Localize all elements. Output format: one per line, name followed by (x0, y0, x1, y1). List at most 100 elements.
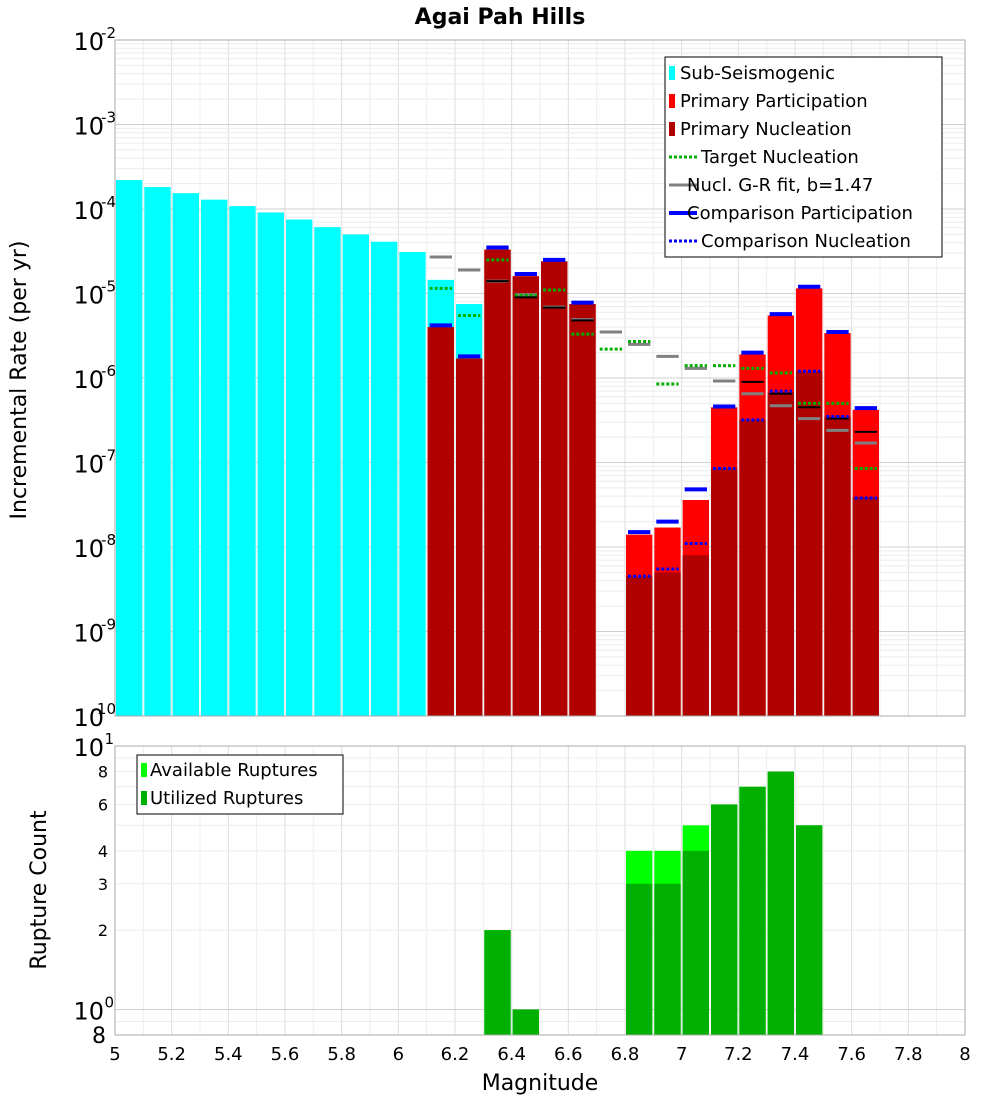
x-tick-label: 6.2 (441, 1044, 470, 1065)
legend-label: Sub-Seismogenic (680, 63, 835, 84)
legend-swatch (669, 94, 675, 108)
legend-label: Comparison Nucleation (701, 231, 911, 252)
top-y-tick-exponent: -9 (101, 616, 116, 634)
sub-seismogenic-bar (229, 206, 256, 716)
x-tick-label: 7.4 (781, 1044, 810, 1065)
top-y-tick-exponent: -10 (92, 700, 117, 718)
bottom-y-tick-label: 2 (98, 921, 108, 940)
top-y-tick-exponent: -8 (101, 531, 116, 549)
legend-label: Nucl. G-R fit, b=1.47 (687, 175, 873, 196)
primary-nucleation-bar (824, 416, 851, 716)
x-tick-label: 7 (676, 1044, 687, 1065)
primary-nucleation-bar (569, 304, 596, 716)
legend-swatch (141, 763, 147, 777)
legend-label: Target Nucleation (700, 147, 859, 168)
legend-label: Utilized Ruptures (150, 788, 303, 809)
top-y-tick-base: 10 (73, 197, 104, 225)
bottom-y-tick-base: 10 (73, 997, 104, 1025)
bottom-y-tick-label: 8 (92, 1024, 106, 1049)
sub-seismogenic-bar (286, 219, 313, 717)
utilized-ruptures-bar (512, 1009, 539, 1035)
primary-nucleation-bar (767, 392, 794, 716)
primary-nucleation-bar (626, 576, 653, 716)
bottom-y-tick-label: 6 (98, 795, 108, 814)
sub-seismogenic-bar (201, 199, 228, 717)
legend-label: Comparison Participation (687, 203, 913, 224)
x-tick-label: 6.6 (554, 1044, 583, 1065)
primary-nucleation-bar (739, 419, 766, 716)
x-tick-label: 7.6 (837, 1044, 866, 1065)
top-y-axis-label: Incremental Rate (per yr) (7, 241, 32, 520)
utilized-ruptures-bar (767, 771, 794, 1035)
utilized-ruptures-bar (711, 804, 738, 1035)
x-tick-label: 6 (393, 1044, 404, 1065)
x-axis-label: Magnitude (482, 1071, 599, 1096)
top-y-tick-base: 10 (73, 113, 104, 141)
top-y-tick-base: 10 (73, 620, 104, 648)
chart-title: Agai Pah Hills (415, 5, 586, 30)
top-y-tick-exponent: -7 (101, 447, 116, 465)
x-tick-label: 8 (959, 1044, 970, 1065)
legend-label: Available Ruptures (150, 760, 318, 781)
top-y-tick-base: 10 (73, 451, 104, 479)
legend-label: Primary Nucleation (680, 119, 852, 140)
sub-seismogenic-bar (342, 234, 369, 717)
top-y-tick-base: 10 (73, 704, 104, 732)
utilized-ruptures-bar (682, 850, 709, 1035)
utilized-ruptures-bar (796, 825, 823, 1035)
legend-label: Primary Participation (680, 91, 868, 112)
sub-seismogenic-bar (399, 251, 426, 717)
primary-nucleation-bar (484, 249, 511, 716)
top-y-tick-exponent: -5 (101, 278, 116, 296)
sub-seismogenic-bar (116, 180, 143, 716)
top-y-tick-base: 10 (73, 535, 104, 563)
utilized-ruptures-bar (654, 883, 681, 1035)
bottom-y-tick-exponent: 0 (104, 993, 114, 1011)
top-y-tick-exponent: -2 (101, 24, 116, 42)
sub-seismogenic-bar (257, 212, 284, 716)
bottom-y-tick-label: 3 (98, 875, 108, 894)
primary-nucleation-bar (541, 261, 568, 716)
bottom-y-axis-label: Rupture Count (27, 810, 52, 970)
primary-nucleation-bar (456, 358, 483, 716)
primary-nucleation-bar (427, 327, 454, 716)
primary-nucleation-bar (654, 572, 681, 716)
x-tick-label: 6.8 (611, 1044, 640, 1065)
top-y-tick-base: 10 (73, 366, 104, 394)
bottom-y-tick-label: 4 (98, 842, 108, 861)
x-tick-label: 7.2 (724, 1044, 753, 1065)
sub-seismogenic-bar (144, 187, 171, 716)
top-y-tick-exponent: -4 (101, 193, 116, 211)
top-y-tick-base: 10 (73, 28, 104, 56)
primary-nucleation-bar (682, 555, 709, 716)
utilized-ruptures-bar (739, 786, 766, 1035)
bottom-y-tick-base: 10 (73, 734, 104, 762)
sub-seismogenic-bar (371, 241, 398, 716)
primary-nucleation-bar (796, 371, 823, 716)
x-tick-label: 5.4 (214, 1044, 243, 1065)
x-tick-label: 6.4 (497, 1044, 526, 1065)
x-tick-label: 5.8 (327, 1044, 356, 1065)
utilized-ruptures-bar (484, 930, 511, 1035)
bottom-y-tick-exponent: 1 (104, 730, 114, 748)
top-plot-border (114, 39, 966, 717)
top-legend-box (664, 56, 943, 258)
x-tick-label: 7.8 (894, 1044, 923, 1065)
top-y-tick-base: 10 (73, 282, 104, 310)
primary-nucleation-bar (852, 497, 879, 716)
sub-seismogenic-bar (172, 193, 199, 717)
top-y-tick-exponent: -3 (101, 109, 116, 127)
bottom-plot-border (114, 745, 966, 1036)
x-tick-label: 5 (109, 1044, 120, 1065)
legend-swatch (141, 791, 147, 805)
x-tick-label: 5.6 (271, 1044, 300, 1065)
legend-swatch (669, 122, 675, 136)
bottom-y-tick-label: 8 (98, 763, 108, 782)
top-y-tick-exponent: -6 (101, 362, 116, 380)
x-tick-label: 5.2 (157, 1044, 186, 1065)
primary-nucleation-bar (512, 276, 539, 716)
sub-seismogenic-bar (314, 227, 341, 716)
legend-swatch (669, 66, 675, 80)
